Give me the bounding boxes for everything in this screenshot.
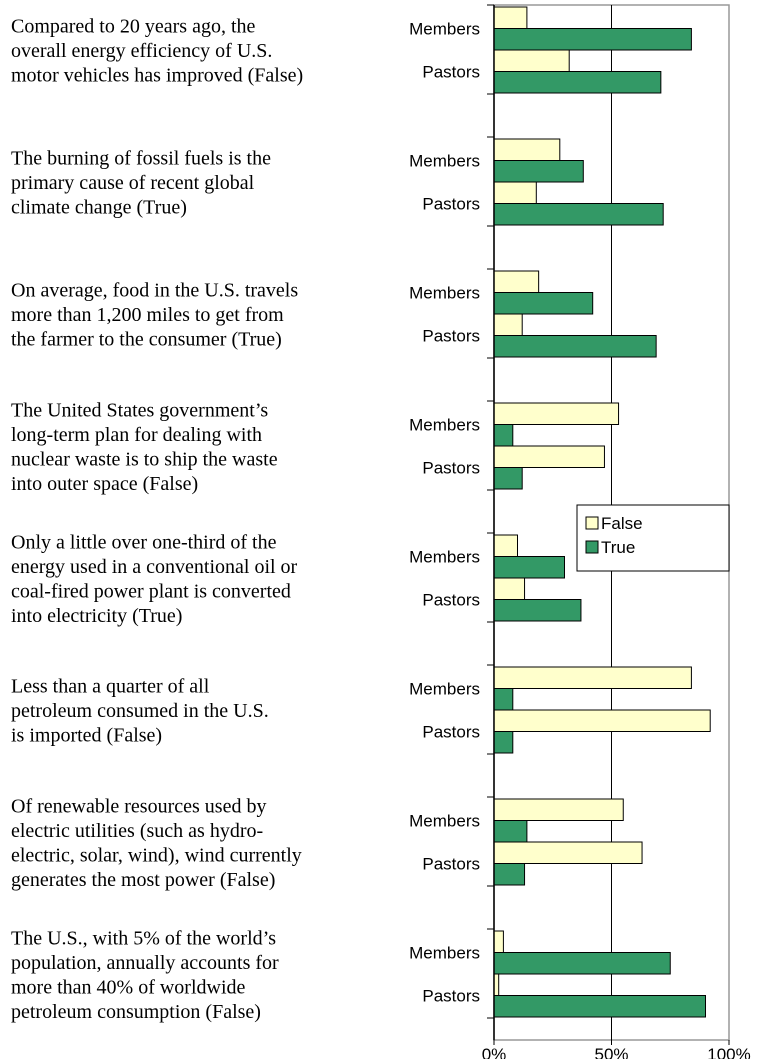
bar — [493, 181, 537, 204]
bar — [493, 798, 624, 821]
question-label: motor vehicles has improved (False) — [11, 65, 303, 87]
legend-swatch — [585, 540, 599, 554]
legend-swatch — [585, 516, 599, 530]
question-label: generates the most power (False) — [11, 869, 275, 891]
legend — [576, 504, 730, 572]
group-label: Members — [409, 944, 480, 963]
bar — [493, 577, 526, 600]
group-label: Pastors — [422, 327, 480, 346]
question-label: petroleum consumption (False) — [11, 1001, 261, 1023]
group-label: Pastors — [422, 195, 480, 214]
bar — [493, 688, 514, 711]
x-tick-label: 0% — [482, 1045, 507, 1059]
bar — [493, 863, 526, 886]
bar — [493, 292, 594, 315]
bar — [493, 930, 504, 953]
bar — [493, 28, 692, 51]
question-label: more than 40% of worldwide — [11, 976, 246, 998]
group-label: Pastors — [422, 459, 480, 478]
bar — [493, 841, 643, 864]
legend-label: True — [601, 538, 635, 557]
x-tick-label: 100% — [707, 1045, 750, 1059]
group-label: Pastors — [422, 591, 480, 610]
question-label: coal-fired power plant is converted — [11, 580, 291, 602]
bar — [493, 313, 523, 336]
bar — [493, 424, 514, 447]
question-label: The burning of fossil fuels is the — [11, 148, 271, 170]
legend-label: False — [601, 514, 643, 533]
question-label: overall energy efficiency of U.S. — [11, 40, 272, 62]
question-label: electric utilities (such as hydro- — [11, 820, 263, 842]
question-label: nuclear waste is to ship the waste — [11, 448, 278, 470]
bar — [493, 335, 657, 358]
question-label: Of renewable resources used by — [11, 795, 266, 817]
group-label: Members — [409, 812, 480, 831]
bar — [493, 71, 662, 94]
question-label: climate change (True) — [11, 197, 187, 219]
question-label: the farmer to the consumer (True) — [11, 329, 282, 351]
bar — [493, 599, 582, 622]
question-label: electric, solar, wind), wind currently — [11, 844, 302, 866]
bar — [493, 709, 711, 732]
bar — [493, 467, 523, 490]
bar — [493, 731, 514, 754]
bar — [493, 138, 561, 161]
question-label: petroleum consumed in the U.S. — [11, 700, 269, 722]
group-label: Pastors — [422, 855, 480, 874]
bar — [493, 952, 671, 975]
x-tick-label: 50% — [594, 1045, 628, 1059]
question-label: into electricity (True) — [11, 605, 182, 627]
question-label: Less than a quarter of all — [11, 676, 210, 698]
group-label: Members — [409, 416, 480, 435]
bar — [493, 534, 518, 557]
question-label: The United States government’s — [11, 399, 268, 421]
question-label: long-term plan for dealing with — [11, 424, 262, 446]
bar — [493, 666, 692, 689]
bar — [493, 160, 584, 183]
bar — [493, 995, 706, 1018]
question-label: On average, food in the U.S. travels — [11, 280, 298, 302]
group-label: Pastors — [422, 723, 480, 742]
bar — [493, 203, 664, 226]
group-label: Members — [409, 20, 480, 39]
group-label: Pastors — [422, 987, 480, 1006]
question-label: primary cause of recent global — [11, 172, 255, 194]
question-label: energy used in a conventional oil or — [11, 556, 298, 578]
group-label: Members — [409, 284, 480, 303]
group-label: Members — [409, 548, 480, 567]
bar — [493, 6, 528, 29]
question-label: population, annually accounts for — [11, 952, 279, 974]
bar — [493, 820, 528, 843]
bar — [493, 402, 620, 425]
question-label: into outer space (False) — [11, 473, 198, 495]
bar — [493, 556, 565, 579]
bar — [493, 49, 570, 72]
group-label: Members — [409, 152, 480, 171]
question-label: Compared to 20 years ago, the — [11, 16, 255, 38]
group-label: Members — [409, 680, 480, 699]
group-label: Pastors — [422, 63, 480, 82]
question-label: more than 1,200 miles to get from — [11, 304, 284, 326]
question-label: is imported (False) — [11, 725, 162, 747]
question-label: The U.S., with 5% of the world’s — [11, 927, 276, 949]
bar — [493, 270, 540, 293]
question-label: Only a little over one-third of the — [11, 531, 277, 553]
bar — [493, 445, 605, 468]
